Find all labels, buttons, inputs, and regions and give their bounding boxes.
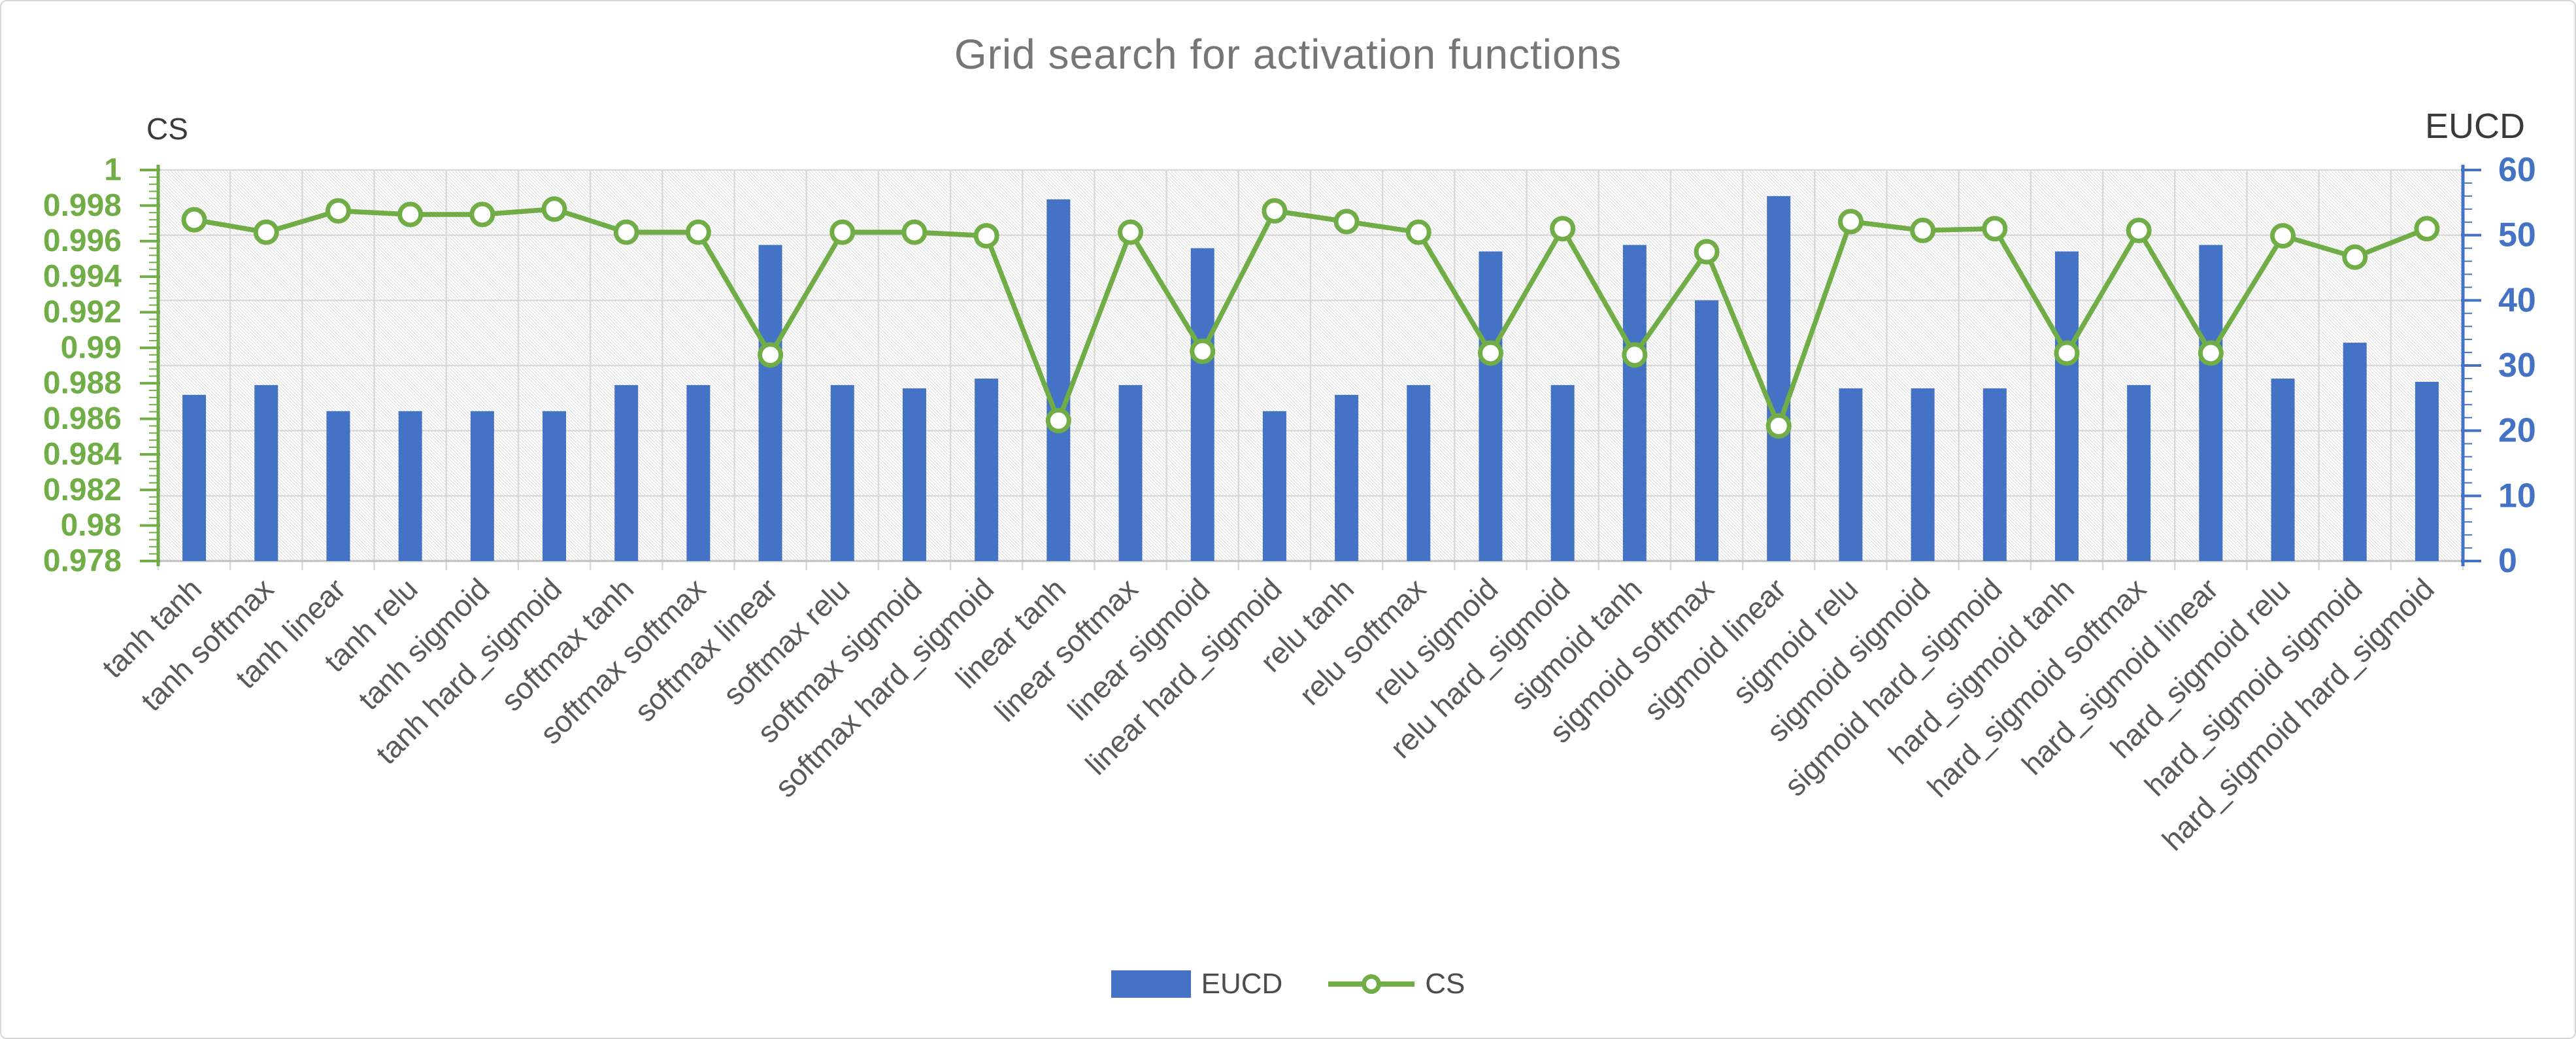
- right-axis-tick-label: 0: [2498, 542, 2517, 580]
- legend-cs-label: CS: [1425, 968, 1465, 1000]
- cs-marker: [973, 223, 999, 249]
- cs-marker: [1477, 340, 1503, 366]
- bar-eucd: [2127, 384, 2151, 561]
- left-axis-tick-label: 1: [104, 153, 122, 188]
- bar-eucd: [1839, 388, 1863, 561]
- bar-eucd: [2054, 251, 2079, 561]
- cs-marker: [469, 201, 495, 228]
- bar-eucd: [1046, 199, 1071, 562]
- right-axis-tick-label: 10: [2498, 477, 2536, 515]
- left-axis-tick-label: 0.988: [43, 366, 122, 401]
- bar-eucd: [1118, 384, 1143, 561]
- right-axis-title: EUCD: [2425, 107, 2526, 146]
- bar-eucd: [2415, 381, 2439, 561]
- bar-eucd: [1622, 245, 1647, 561]
- right-axis-tick-label: 60: [2498, 151, 2536, 189]
- left-axis-tick-label: 0.984: [43, 437, 122, 471]
- bar-eucd: [1550, 384, 1575, 561]
- bar-eucd: [2271, 378, 2295, 561]
- bar-eucd: [1407, 384, 1431, 561]
- legend-eucd-swatch: [1111, 970, 1191, 998]
- cs-marker: [1262, 198, 1288, 224]
- right-axis-tick-label: 40: [2498, 281, 2536, 319]
- bar-eucd: [543, 411, 567, 561]
- cs-marker: [1910, 217, 1936, 243]
- bar-eucd: [1262, 411, 1286, 561]
- left-axis-tick-label: 0.992: [43, 295, 122, 330]
- left-axis-tick-label: 0.982: [43, 473, 122, 507]
- cs-marker: [2342, 244, 2368, 270]
- bar-eucd: [1982, 388, 2007, 561]
- cs-marker: [181, 207, 207, 233]
- bar-eucd: [2343, 343, 2367, 561]
- cs-marker: [1550, 216, 1576, 242]
- left-axis-tick-label: 0.99: [61, 330, 122, 365]
- cs-marker: [2198, 340, 2224, 366]
- bar-eucd: [1767, 196, 1791, 561]
- cs-marker: [1982, 216, 2008, 242]
- left-axis-tick-label: 0.98: [61, 508, 122, 543]
- cs-marker: [1333, 209, 1360, 235]
- cs-marker: [1190, 338, 1216, 364]
- legend-cs-marker-dot: [1362, 974, 1382, 994]
- legend-eucd-label: EUCD: [1201, 968, 1283, 1000]
- left-axis-tick-label: 0.978: [43, 544, 122, 579]
- bar-eucd: [182, 394, 207, 561]
- right-axis-tick-label: 20: [2498, 412, 2536, 450]
- cs-marker: [2270, 223, 2296, 249]
- cs-marker: [2414, 216, 2440, 242]
- cs-marker: [1765, 413, 1792, 439]
- cs-marker: [1405, 219, 1431, 245]
- cs-marker: [685, 219, 711, 245]
- cs-marker: [325, 198, 351, 224]
- cs-marker: [1837, 209, 1864, 235]
- bar-eucd: [758, 245, 782, 561]
- chart-title: Grid search for activation functions: [954, 31, 1622, 78]
- bar-eucd: [326, 411, 350, 561]
- bar-eucd: [470, 411, 494, 561]
- chart-legend: EUCD CS: [1, 968, 2575, 1000]
- bar-eucd: [1911, 388, 1935, 561]
- left-axis-tick-label: 0.998: [43, 188, 122, 223]
- bar-eucd: [1335, 394, 1359, 561]
- cs-marker: [613, 219, 639, 245]
- bar-eucd: [254, 384, 278, 561]
- bar-eucd: [1695, 300, 1719, 561]
- cs-marker: [829, 219, 856, 245]
- cs-marker: [1045, 407, 1071, 434]
- cs-marker: [1118, 219, 1144, 245]
- cs-marker: [253, 219, 279, 245]
- legend-item-eucd: EUCD: [1111, 968, 1283, 1000]
- cs-marker: [2054, 340, 2080, 366]
- right-axis-tick-label: 30: [2498, 347, 2536, 384]
- cs-marker: [1622, 342, 1648, 368]
- cs-marker: [2126, 217, 2152, 243]
- bar-eucd: [830, 384, 854, 561]
- legend-item-cs: CS: [1328, 968, 1465, 1000]
- bar-eucd: [2199, 245, 2223, 561]
- bar-eucd: [975, 378, 999, 561]
- bar-eucd: [686, 384, 711, 561]
- left-axis-tick-label: 0.996: [43, 224, 122, 258]
- left-axis-tick-label: 0.994: [43, 260, 122, 294]
- bar-eucd: [1479, 251, 1503, 561]
- cs-marker: [1694, 239, 1720, 265]
- left-axis-title: CS: [146, 112, 188, 146]
- right-axis-tick-label: 50: [2498, 216, 2536, 254]
- bar-eucd: [1190, 248, 1214, 561]
- bar-eucd: [614, 384, 639, 561]
- cs-marker: [758, 342, 784, 368]
- bar-eucd: [398, 411, 422, 561]
- cs-marker: [901, 219, 928, 245]
- cs-marker: [397, 201, 424, 228]
- legend-cs-marker: [1328, 974, 1415, 994]
- bar-eucd: [902, 388, 926, 561]
- cs-marker: [541, 196, 567, 222]
- left-axis-tick-label: 0.986: [43, 401, 122, 436]
